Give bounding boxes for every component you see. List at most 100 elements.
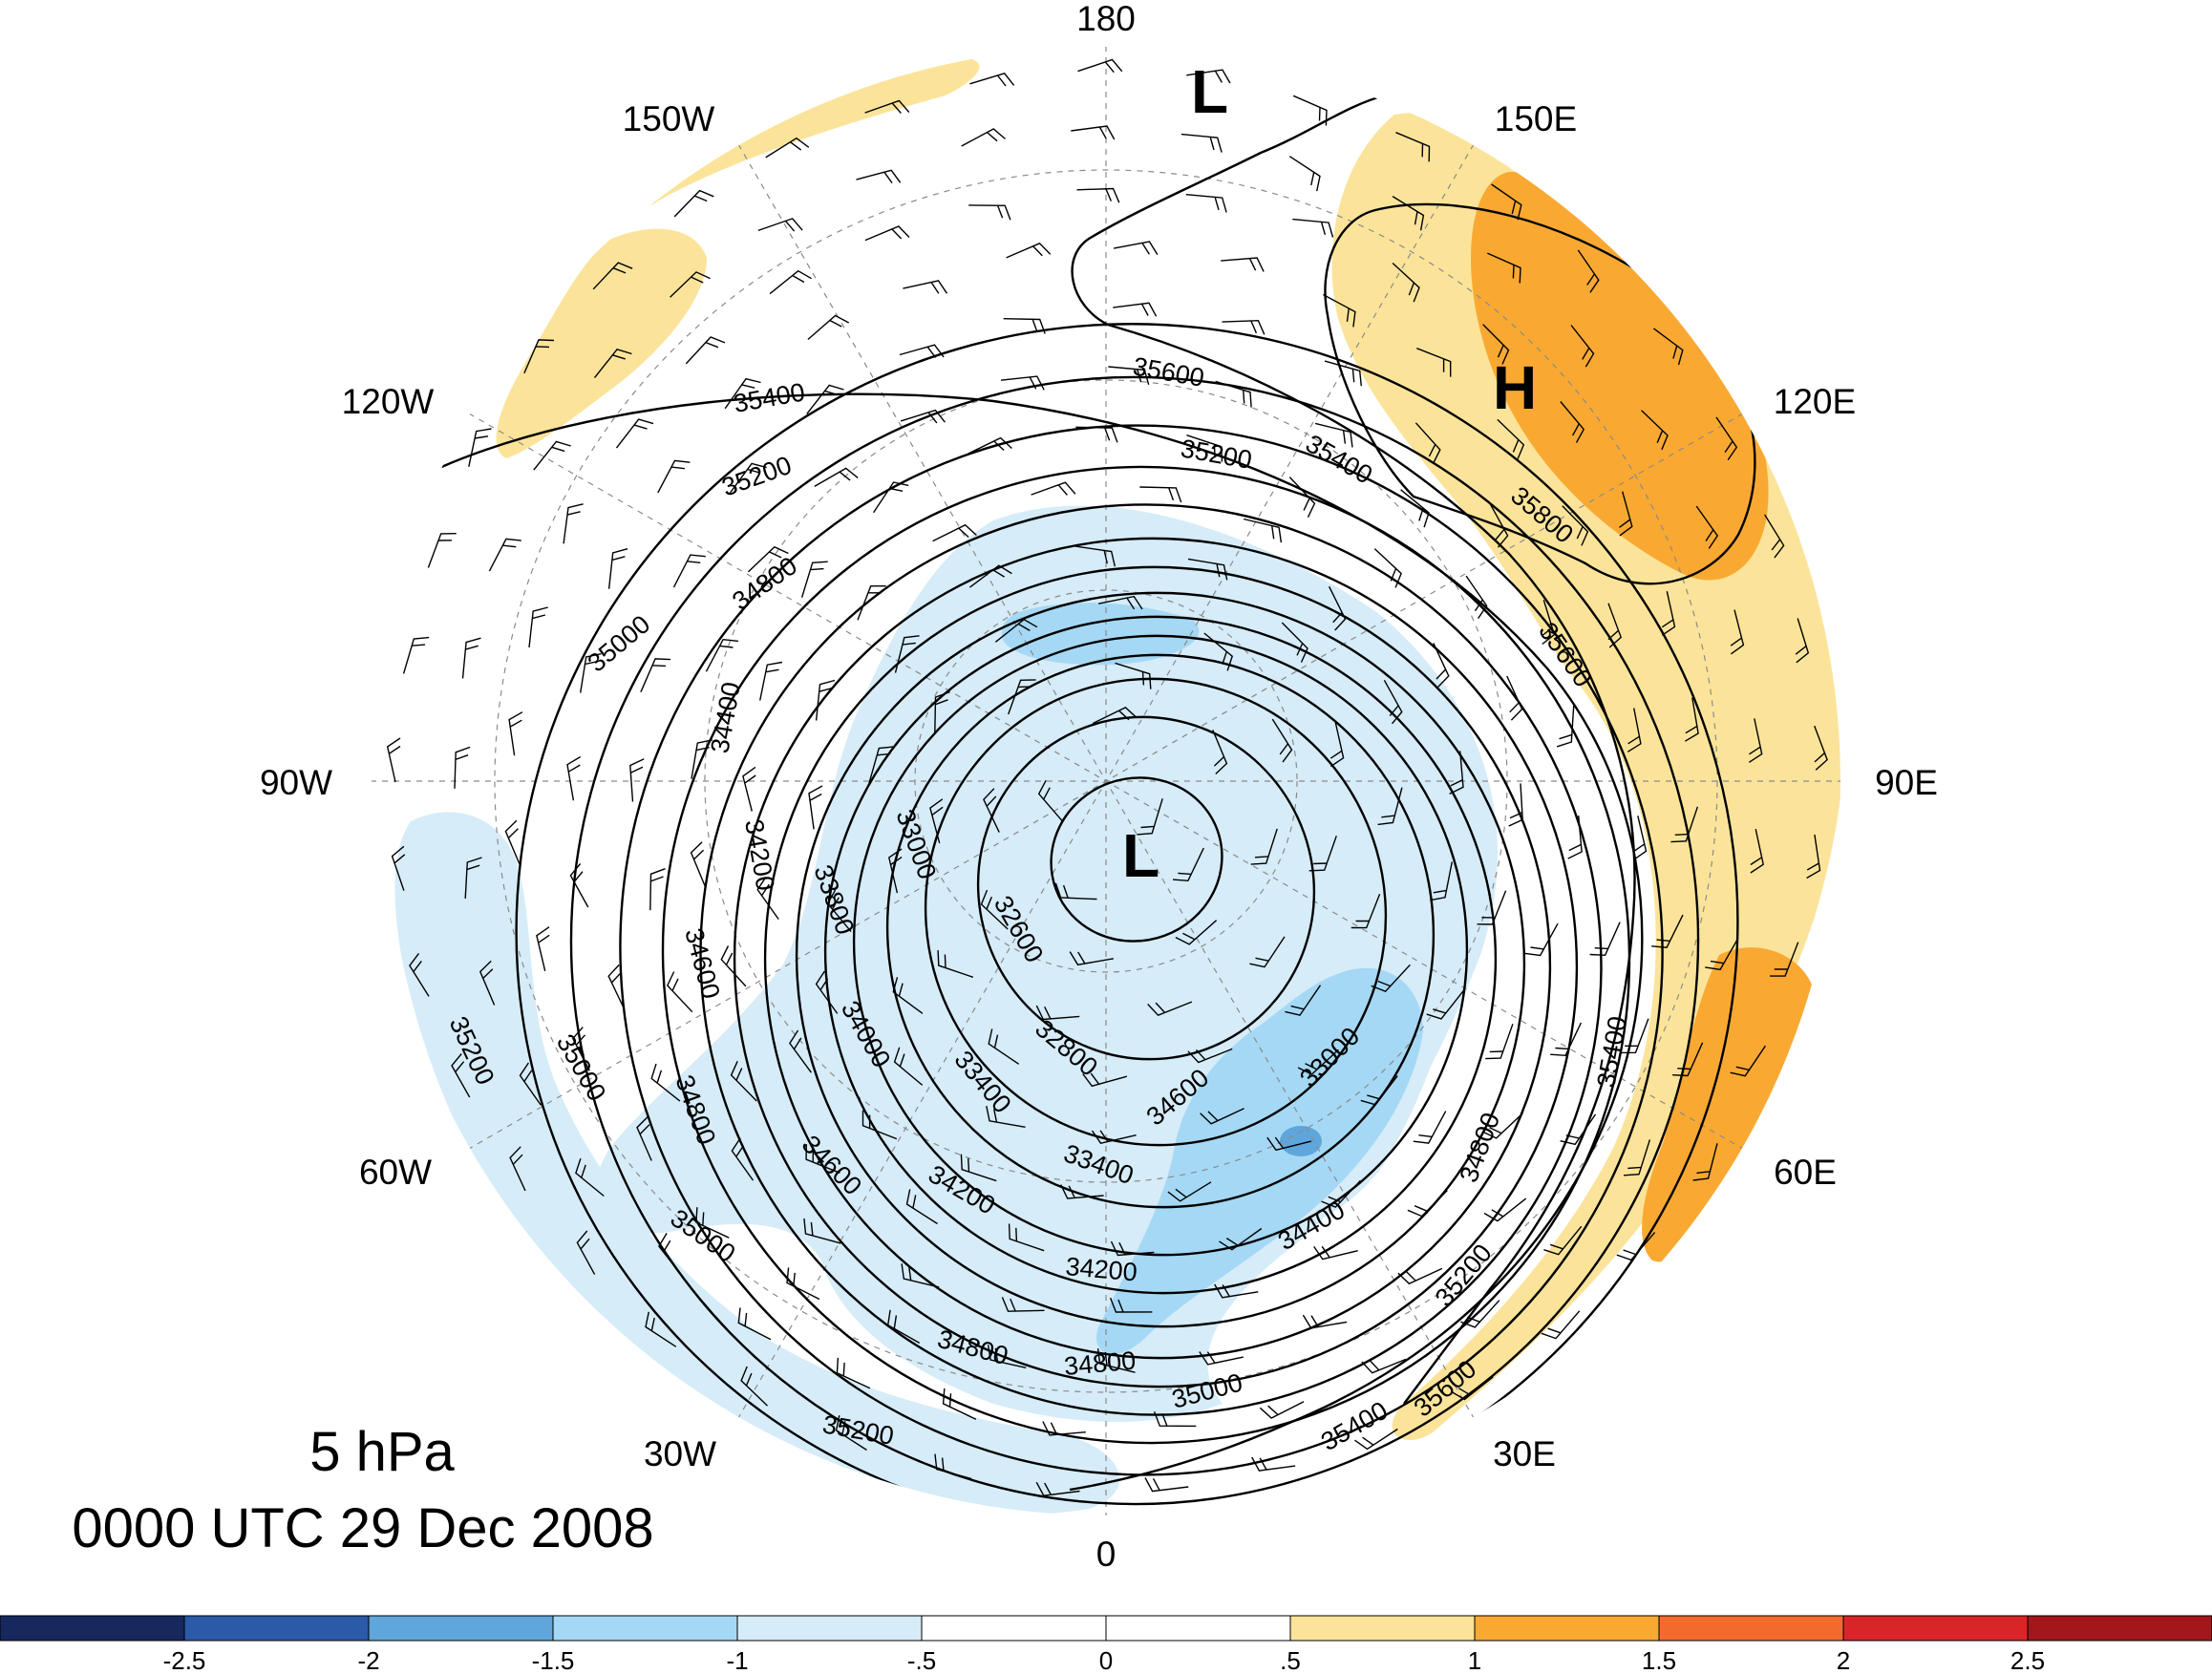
wind-barb (580, 653, 602, 693)
wind-barb (695, 1207, 730, 1239)
wind-barb (1203, 632, 1234, 671)
wind-barb (519, 1062, 542, 1106)
wind-barb (1395, 132, 1431, 162)
longitude-label: 120E (1774, 382, 1856, 421)
contour-35600 (1071, 94, 1636, 1405)
wind-barb (1115, 662, 1152, 689)
wind-barb (1651, 914, 1684, 948)
colorbar-tick-label: -1.5 (532, 1646, 575, 1674)
wind-barb (1302, 1314, 1348, 1329)
wind-barb (808, 785, 823, 830)
wind-barb (864, 99, 910, 115)
wind-barb (1541, 600, 1556, 646)
wind-barb (1627, 708, 1642, 752)
contour-label: 34400 (705, 680, 746, 755)
wind-barb (1035, 1005, 1080, 1021)
wind-barb (1416, 348, 1452, 377)
wind-barb (961, 128, 1006, 147)
contour-label: 34800 (1063, 1346, 1137, 1381)
wind-barb (893, 1047, 924, 1086)
contour-33800 (795, 591, 1526, 1328)
graticule (371, 46, 1841, 1516)
longitude-label: 0 (1096, 1535, 1117, 1574)
wind-barb (1620, 1018, 1649, 1054)
wind-barb (1108, 366, 1150, 385)
low-center-marker: L (1122, 821, 1159, 890)
wind-barb (747, 545, 789, 573)
wind-barb (968, 436, 1012, 455)
wind-barb (593, 348, 632, 379)
contour-35400 (438, 392, 1644, 1492)
wind-barb (1212, 730, 1228, 775)
wind-barb (901, 1263, 940, 1288)
wind-barb (479, 960, 496, 1006)
wind-barb (1075, 426, 1118, 443)
wind-barb (1652, 328, 1684, 366)
wind-barb (615, 418, 654, 449)
wind-barb (592, 262, 633, 290)
wind-barb (1321, 1179, 1361, 1208)
wind-barb (1361, 1358, 1407, 1374)
contour-label: 35400 (1301, 429, 1377, 490)
colorbar-tick-label: .5 (1280, 1646, 1301, 1674)
wind-barb (929, 798, 944, 844)
valid-time-title: 0000 UTC 29 Dec 2008 (72, 1497, 653, 1559)
wind-barb (1110, 1240, 1155, 1257)
wind-barb (1715, 416, 1738, 460)
wind-barb (1491, 183, 1522, 221)
wind-barb (464, 857, 482, 899)
contour-34400 (699, 503, 1603, 1416)
wind-barb (886, 1309, 921, 1345)
longitude-label: 60E (1774, 1153, 1837, 1192)
wind-barb (523, 339, 555, 374)
colorbar-box (1105, 1615, 1291, 1642)
wind-barb (903, 280, 947, 294)
wind-barb (402, 636, 430, 674)
contour-34600 (661, 465, 1631, 1445)
wind-barb (1075, 545, 1116, 567)
colorbar-tick-label: -.5 (907, 1646, 936, 1674)
colorbar-box (183, 1615, 370, 1642)
wind-barb (657, 459, 691, 494)
wind-barb (1562, 505, 1589, 546)
wind-barb (1607, 603, 1623, 648)
wind-barb (814, 467, 859, 488)
wind-barb (1506, 675, 1523, 721)
wind-barb (1730, 609, 1745, 655)
contour-label: 34800 (727, 551, 802, 616)
wind-barb (1200, 1108, 1244, 1125)
wind-barb (1259, 1401, 1305, 1419)
wind-barb (1139, 486, 1182, 503)
wind-barb (1524, 922, 1559, 957)
longitude-label: 150W (623, 99, 715, 138)
colorbar-box (1658, 1615, 1844, 1642)
wind-barb (1091, 1130, 1137, 1144)
pressure-centers: L L H (1122, 57, 1537, 890)
height-contours (438, 94, 1756, 1516)
wind-barb (1069, 951, 1115, 966)
wind-barb (1570, 325, 1595, 368)
wind-barb (1383, 679, 1403, 725)
wind-barb (969, 72, 1015, 87)
anomaly-shading (394, 57, 1841, 1515)
wind-barb (1000, 375, 1045, 391)
wind-barb (645, 1311, 677, 1347)
negative-anomaly-core (1280, 1126, 1322, 1156)
wind-barb (807, 314, 850, 341)
strong-positive-anomaly (1471, 172, 1769, 581)
wind-barb (1037, 779, 1064, 822)
wind-barb (1451, 1376, 1494, 1401)
wind-barb (1313, 1245, 1358, 1261)
wind-barb (894, 635, 920, 673)
contour-32800 (976, 715, 1316, 1061)
wind-barb (571, 1027, 590, 1071)
colorbar-tick-label: -2.5 (163, 1646, 206, 1674)
wind-barb (1035, 1481, 1080, 1496)
wind-barb (1153, 1411, 1197, 1428)
wind-barb (1288, 156, 1321, 192)
contour-34800 (619, 424, 1664, 1476)
wind-barb (1243, 518, 1283, 543)
wind-barb (1001, 1297, 1045, 1312)
negative-anomaly-core (1001, 603, 1200, 666)
wind-barb (1250, 828, 1278, 865)
